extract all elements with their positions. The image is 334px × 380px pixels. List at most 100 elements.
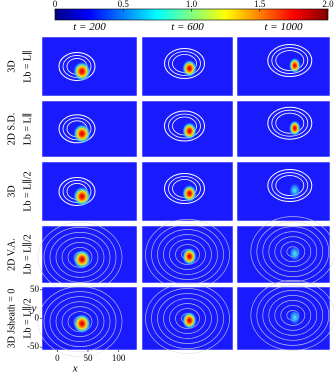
panel <box>141 36 234 97</box>
contour-line <box>163 234 212 275</box>
contour-line <box>271 109 309 137</box>
panel <box>141 100 234 158</box>
colorbar-tick-label: 1.5 <box>254 0 266 9</box>
contour-line <box>164 110 205 142</box>
x-tick-label: 100 <box>112 353 126 363</box>
density-blob <box>73 123 91 144</box>
panel <box>37 286 138 357</box>
contour-line <box>275 50 305 71</box>
panel <box>41 36 138 97</box>
density-blob <box>182 59 197 78</box>
density-blob <box>288 245 301 262</box>
contour-line <box>151 224 224 285</box>
density-blob <box>182 184 197 203</box>
contour-line <box>271 172 309 199</box>
x-axis-label: x <box>72 363 78 375</box>
contour-line <box>280 305 306 326</box>
contour-line <box>274 300 312 331</box>
density-blob <box>73 249 91 270</box>
density-blob <box>73 186 91 207</box>
contour-line <box>168 113 201 139</box>
density-blob <box>288 57 301 74</box>
column-header: t = 600 <box>171 21 204 33</box>
row-label: 2D S.D. <box>6 113 17 146</box>
colorbar-tick-label: 0.5 <box>118 0 130 9</box>
contour-line <box>256 285 330 346</box>
contour-line <box>169 303 206 334</box>
contour-line <box>250 280 334 351</box>
contour-line <box>275 112 305 134</box>
panel <box>236 161 331 222</box>
contour-line <box>145 283 230 354</box>
row-label: 2D V.A. <box>6 238 17 271</box>
contour-line <box>168 176 201 201</box>
colorbar-tick-label: 2.0 <box>322 0 334 9</box>
y-tick-label: 50 <box>30 284 40 294</box>
row-label: Lb = L∥/2 <box>21 298 33 338</box>
density-blob <box>182 247 197 266</box>
contour-line <box>280 241 306 262</box>
panel <box>37 222 138 293</box>
density-blob <box>182 122 197 140</box>
panel <box>236 36 331 97</box>
contour-line <box>262 226 324 277</box>
y-axis-label: y <box>31 303 37 315</box>
contour-line <box>157 229 218 280</box>
density-blob <box>288 120 301 137</box>
panel <box>141 161 234 222</box>
contour-line <box>163 298 212 339</box>
contour-line <box>268 295 318 336</box>
contour-line <box>58 114 96 144</box>
y-tick-label: 0 <box>35 313 40 323</box>
colorbar-tick-label: 1.0 <box>186 0 198 9</box>
panel-background <box>236 161 331 222</box>
colorbar-tick-label: 0 <box>53 0 58 9</box>
panel <box>41 161 138 222</box>
density-blob <box>288 309 301 326</box>
contour-line <box>275 175 305 196</box>
contour-line <box>49 296 111 347</box>
density-blob <box>182 311 197 330</box>
panel <box>236 280 334 351</box>
contour-line <box>267 106 313 140</box>
panel <box>236 216 334 287</box>
density-blob <box>73 61 91 82</box>
density-blob <box>73 313 91 334</box>
contour-line <box>49 232 111 283</box>
row-label: Lb = L∥/2 <box>21 171 33 211</box>
contour-line <box>250 216 334 287</box>
contour-line <box>267 169 313 203</box>
contour-line <box>268 231 318 272</box>
row-label: Lb = L∥ <box>21 113 33 145</box>
row-label: 3D <box>6 60 17 72</box>
contour-line <box>55 301 105 342</box>
contour-line <box>262 290 324 341</box>
density-blob <box>288 182 301 199</box>
contour-line <box>169 239 206 270</box>
contour-line <box>43 291 117 352</box>
contour-line <box>55 237 105 278</box>
contour-line <box>37 286 123 357</box>
contour-line <box>151 288 224 349</box>
column-header: t = 200 <box>73 21 106 33</box>
panel-background <box>236 225 331 284</box>
x-tick-label: 50 <box>83 353 93 363</box>
contour-line <box>164 173 205 204</box>
contour-line <box>168 51 201 76</box>
panel <box>141 219 234 290</box>
panel-background <box>236 36 331 97</box>
contour-line <box>164 48 205 79</box>
contour-line <box>256 221 330 282</box>
row-label: 3D Jsheath = 0 <box>6 289 17 349</box>
panel <box>236 100 331 158</box>
contour-line <box>61 306 99 337</box>
column-header: t = 1000 <box>265 21 303 33</box>
contour-line <box>58 176 96 206</box>
y-tick-label: -50 <box>27 341 39 351</box>
row-label: 3D <box>6 185 17 197</box>
contour-line <box>267 44 313 78</box>
contour-line <box>61 242 99 273</box>
contour-line <box>271 47 309 74</box>
panel <box>41 100 138 158</box>
